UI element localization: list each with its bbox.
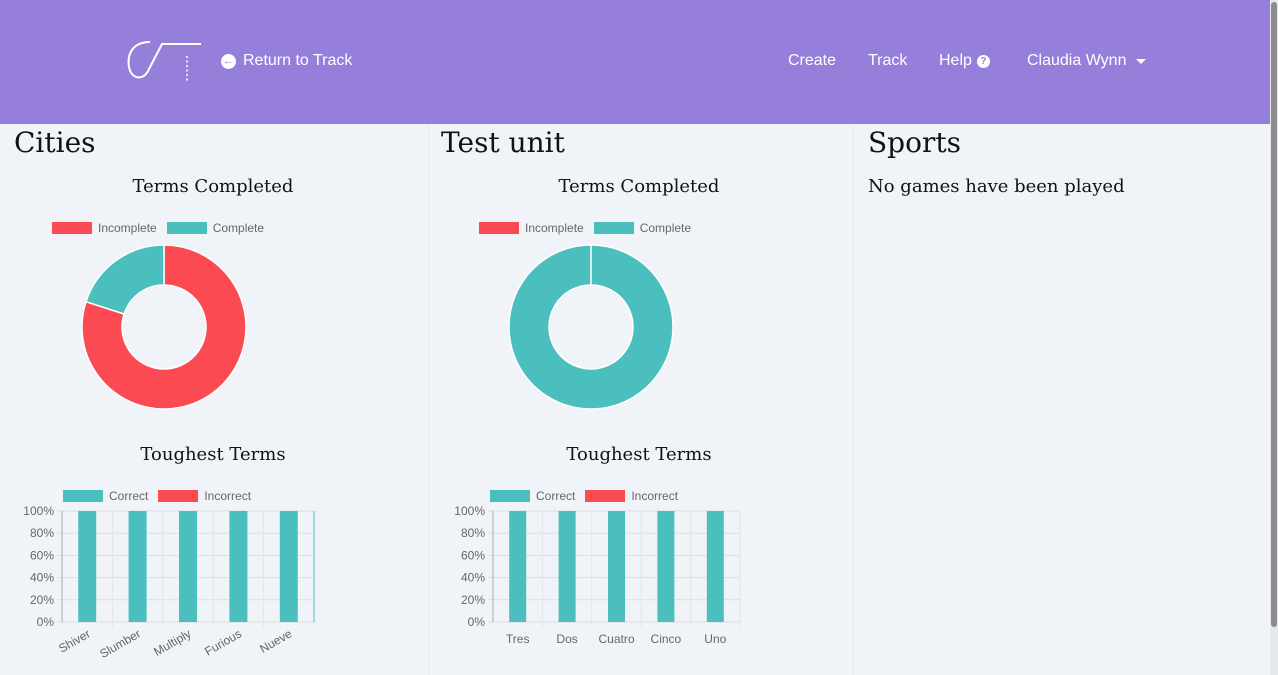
unit-title-test-unit: Test unit: [441, 126, 565, 159]
x-tick-label: Shiver: [56, 626, 92, 655]
x-tick-label: Cinco: [651, 632, 682, 646]
y-tick-label: 20%: [461, 593, 485, 607]
terms-completed-doughnut-chart: [508, 244, 674, 410]
user-menu-dropdown[interactable]: Claudia Wynn: [1027, 50, 1147, 72]
y-tick-label: 80%: [30, 526, 54, 540]
nav-help-label: Help: [939, 52, 972, 69]
y-tick-label: 40%: [30, 571, 54, 585]
nav-create-link[interactable]: Create: [788, 52, 837, 69]
legend-swatch: [593, 222, 634, 234]
toughest-legend: Correct Incorrect: [490, 489, 688, 503]
bar-correct-slumber[interactable]: [128, 511, 147, 622]
toughest-legend: Correct Incorrect: [63, 489, 261, 503]
legend-swatch: [490, 490, 530, 502]
terms-completed-heading: Terms Completed: [132, 176, 294, 197]
x-tick-label: Furious: [202, 626, 244, 658]
column-divider: [428, 124, 429, 675]
x-tick-label: Uno: [704, 632, 726, 646]
doughnut-slice-incomplete[interactable]: [81, 244, 247, 410]
legend-swatch: [52, 222, 92, 234]
bar-correct-cinco[interactable]: [657, 511, 675, 622]
legend-item-correct[interactable]: Correct: [490, 489, 575, 503]
bar-correct-multiply[interactable]: [179, 511, 197, 622]
legend-label: Complete: [639, 221, 692, 235]
legend-swatch: [166, 222, 207, 234]
toughest-terms-bar-chart: 0% 20% 40% 60% 80% 100% Tres Dos Cuatro Cinco Uno: [454, 504, 741, 646]
unit-title-sports: Sports: [868, 126, 961, 159]
legend-label: Incomplete: [98, 221, 157, 235]
return-to-track-label: Return to Track: [243, 52, 353, 69]
y-tick-label: 100%: [23, 504, 54, 518]
bar-correct-dos[interactable]: [558, 511, 576, 622]
legend-swatch: [479, 222, 519, 234]
toughest-terms-heading: Toughest Terms: [140, 444, 286, 465]
y-tick-label: 60%: [30, 548, 54, 562]
unit-title-cities: Cities: [14, 126, 96, 159]
y-tick-label: 60%: [461, 548, 485, 562]
y-tick-label: 80%: [461, 526, 485, 540]
app-logo[interactable]: [127, 39, 205, 83]
legend-item-incomplete[interactable]: Incomplete: [52, 221, 157, 235]
bar-correct-tres[interactable]: [509, 511, 527, 622]
legend-item-complete[interactable]: Complete: [593, 221, 692, 235]
legend-swatch: [63, 490, 103, 502]
x-tick-label: Dos: [556, 632, 577, 646]
toughest-terms-heading: Toughest Terms: [566, 444, 712, 465]
x-tick-label: Slumber: [97, 626, 143, 660]
legend-item-correct[interactable]: Correct: [63, 489, 148, 503]
terms-completed-doughnut-chart: [81, 244, 247, 410]
legend-label: Incorrect: [204, 489, 252, 503]
bar-correct-cuatro[interactable]: [608, 511, 625, 622]
y-tick-label: 40%: [461, 571, 485, 585]
legend-swatch: [158, 490, 199, 502]
arrow-left-circle-icon: ←: [221, 53, 236, 69]
bar-correct-furious[interactable]: [229, 511, 248, 622]
y-tick-label: 0%: [37, 615, 55, 629]
y-tick-label: 0%: [468, 615, 486, 629]
terms-legend: Incomplete Complete: [52, 221, 274, 235]
bar-correct-shiver[interactable]: [78, 511, 97, 622]
terms-legend: Incomplete Complete: [479, 221, 701, 235]
legend-item-incorrect[interactable]: Incorrect: [158, 489, 251, 503]
doughnut-slice-complete[interactable]: [85, 244, 165, 315]
legend-label: Incomplete: [525, 221, 584, 235]
x-tick-label: Tres: [506, 632, 530, 646]
doughnut-slice-complete[interactable]: [508, 244, 674, 410]
legend-label: Correct: [109, 489, 149, 503]
bar-correct-nueve[interactable]: [279, 511, 298, 622]
legend-label: Incorrect: [631, 489, 679, 503]
legend-label: Correct: [536, 489, 576, 503]
no-games-message: No games have been played: [868, 176, 1125, 197]
question-circle-icon: ?: [976, 54, 990, 68]
caret-down-icon: [1136, 58, 1147, 64]
user-name: Claudia Wynn: [1027, 52, 1127, 69]
toughest-terms-bar-chart: 0% 20% 40% 60% 80% 100% Shiver Slumber Multiply F…: [23, 504, 315, 661]
y-tick-label: 20%: [30, 593, 54, 607]
legend-item-incorrect[interactable]: Incorrect: [585, 489, 678, 503]
legend-item-complete[interactable]: Complete: [166, 221, 265, 235]
terms-completed-heading: Terms Completed: [558, 176, 720, 197]
column-divider: [853, 124, 854, 675]
x-tick-label: Cuatro: [598, 632, 634, 646]
top-navbar: ← Return to Track Create Track Help ? Cl…: [0, 0, 1270, 124]
nav-track-link[interactable]: Track: [868, 52, 908, 69]
legend-label: Complete: [212, 221, 265, 235]
x-tick-label: Multiply: [151, 626, 193, 658]
y-tick-label: 100%: [454, 504, 485, 518]
legend-item-incomplete[interactable]: Incomplete: [479, 221, 584, 235]
bar-correct-uno[interactable]: [706, 511, 724, 622]
x-tick-label: Nueve: [257, 626, 294, 656]
nav-help-link[interactable]: Help ?: [939, 50, 990, 72]
scrollbar-thumb[interactable]: [1271, 2, 1277, 627]
return-to-track-link[interactable]: ← Return to Track: [221, 50, 352, 72]
legend-swatch: [585, 490, 626, 502]
